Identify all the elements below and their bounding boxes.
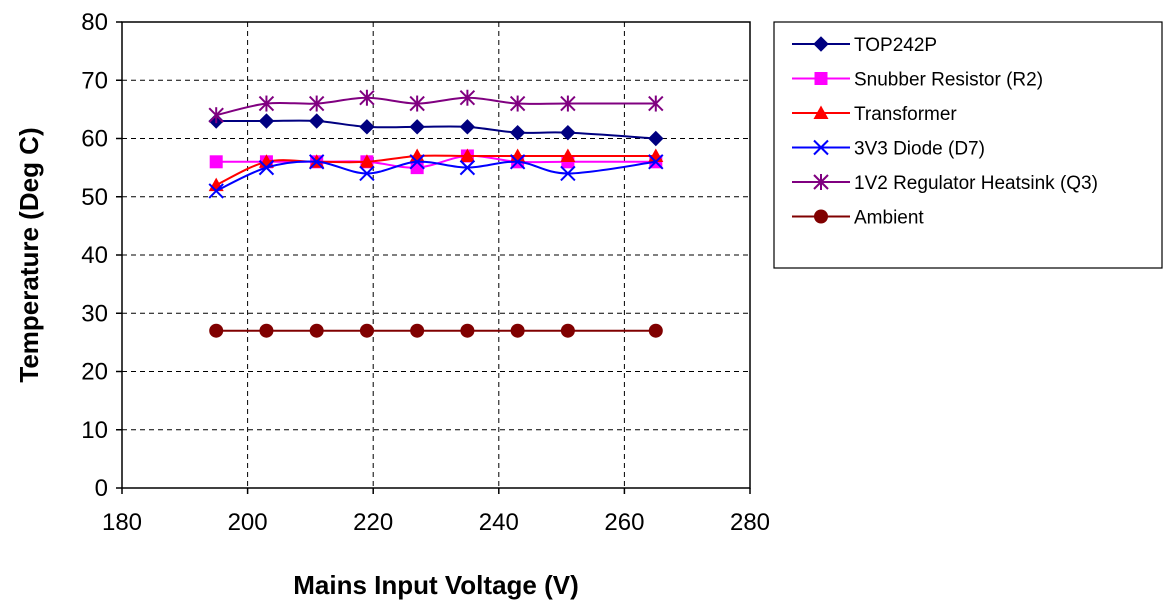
data-point (258, 95, 275, 112)
data-point (648, 154, 664, 170)
y-tick-label: 70 (81, 67, 108, 94)
series-0 (208, 113, 664, 147)
series-line (216, 119, 656, 140)
data-point (560, 165, 576, 182)
legend-label: 1V2 Regulator Heatsink (Q3) (854, 173, 1098, 194)
series-3 (208, 154, 664, 199)
x-tick-label: 280 (730, 509, 770, 536)
legend-marker (813, 174, 829, 190)
data-point (648, 323, 663, 338)
legend-entry: 3V3 Diode (D7) (792, 139, 985, 160)
legend-entry: TOP242P (792, 35, 937, 56)
data-point (258, 159, 275, 176)
series-line (215, 160, 656, 192)
data-point (459, 119, 476, 135)
data-point (560, 323, 575, 338)
legend-entry: Snubber Resistor (R2) (792, 70, 1043, 91)
data-point (459, 159, 476, 176)
data-point (208, 107, 224, 124)
legend-entry: Transformer (792, 104, 957, 125)
legend-marker (814, 209, 828, 224)
plot-area (121, 21, 751, 489)
x-tick-label: 180 (102, 509, 142, 536)
legend-marker (814, 72, 828, 85)
data-point (209, 323, 224, 338)
data-point (648, 95, 664, 112)
data-point (459, 89, 476, 106)
data-point (648, 130, 664, 147)
legend: TOP242P Snubber Resistor (R2) Transformer 3… (773, 21, 1163, 269)
legend-marker (813, 36, 829, 52)
data-point (359, 154, 375, 168)
legend-label: Transformer (854, 104, 957, 125)
x-tick-label: 240 (479, 509, 519, 536)
data-point (459, 148, 475, 162)
data-point (460, 323, 475, 338)
data-point (309, 323, 324, 338)
x-tick-label: 260 (604, 509, 644, 536)
data-point (208, 183, 224, 199)
data-point (560, 148, 576, 162)
data-point (209, 155, 223, 169)
legend-entry: 1V2 Regulator Heatsink (Q3) (792, 173, 1098, 194)
series-line (215, 154, 656, 187)
data-point (359, 323, 374, 338)
legend-marker (813, 105, 829, 119)
legend-label: Ambient (854, 208, 924, 229)
data-point (259, 323, 274, 338)
data-point (509, 95, 526, 112)
legend-label: 3V3 Diode (D7) (854, 139, 985, 160)
tick-labels: 180 200 220 240 260 280 0 10 20 30 40 50 60 70 80 (81, 9, 770, 536)
y-tick-label: 10 (81, 417, 108, 444)
series-2 (208, 148, 664, 192)
legend-label: Snubber Resistor (R2) (854, 70, 1043, 91)
x-tick-label: 220 (353, 509, 393, 536)
data-point (308, 113, 325, 129)
x-axis-title: Mains Input Voltage (V) (293, 570, 579, 600)
series-layer (208, 89, 664, 338)
legend-marker (813, 139, 829, 156)
data-point (359, 165, 375, 182)
y-tick-label: 40 (81, 242, 108, 269)
data-point (359, 119, 375, 135)
data-point (410, 323, 425, 338)
data-point (308, 95, 325, 112)
data-point (409, 154, 425, 170)
y-axis-title: Temperature (Deg C) (14, 127, 44, 382)
data-point (409, 95, 425, 112)
data-point (560, 124, 576, 141)
data-point (509, 124, 526, 141)
data-point (409, 119, 425, 135)
y-tick-label: 30 (81, 300, 108, 327)
y-tick-label: 50 (81, 184, 108, 211)
y-tick-label: 60 (81, 126, 108, 153)
data-point (359, 89, 375, 106)
data-point (258, 113, 275, 129)
series-5 (209, 323, 663, 338)
grid-lines (116, 21, 751, 494)
legend-entry: Ambient (792, 208, 924, 229)
y-tick-label: 0 (95, 475, 108, 502)
series-line (216, 154, 656, 169)
legend-label: TOP242P (854, 35, 937, 56)
data-point (509, 154, 526, 170)
legend-box (773, 21, 1163, 269)
series-4 (208, 89, 664, 124)
y-tick-label: 20 (81, 359, 108, 386)
data-point (510, 323, 525, 338)
y-tick-label: 80 (81, 9, 108, 36)
data-point (308, 154, 325, 170)
series-line (215, 96, 656, 117)
x-tick-label: 200 (228, 509, 268, 536)
data-point (560, 95, 576, 112)
